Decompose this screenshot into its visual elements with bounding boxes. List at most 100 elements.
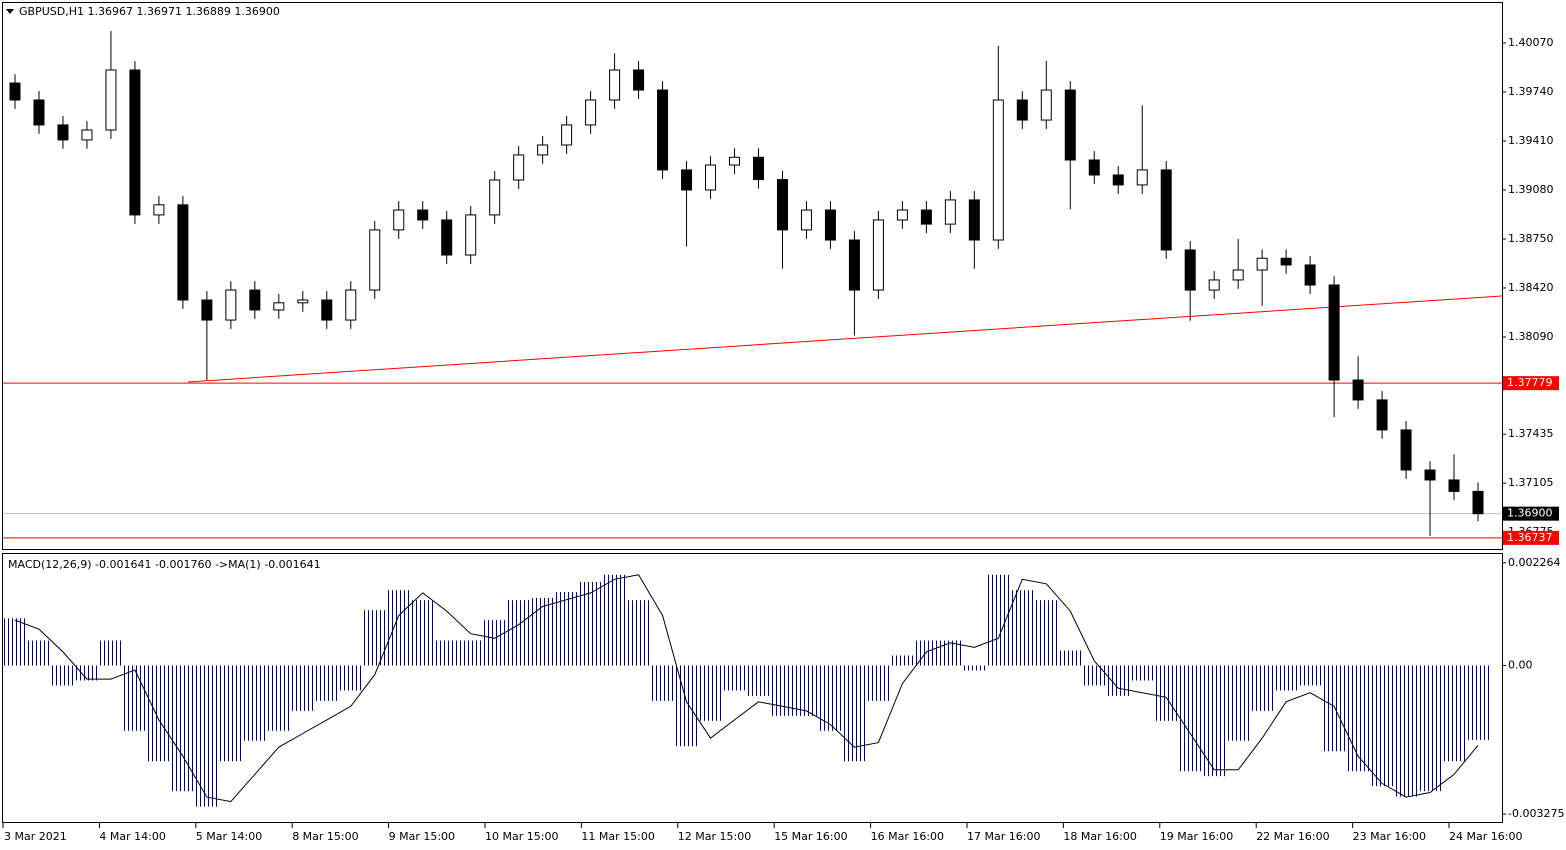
candle-body [1040, 89, 1052, 121]
candle-body [441, 219, 453, 256]
x-tick-label: 15 Mar 16:00 [774, 830, 847, 843]
macd-bar [1202, 665, 1227, 777]
horizontal-line-box [1503, 376, 1559, 391]
macd-bar [794, 665, 819, 716]
candle-body [705, 164, 717, 191]
candle-body [273, 302, 285, 311]
candle-body [944, 199, 956, 225]
macd-bar [626, 600, 651, 666]
macd-bar [698, 665, 723, 721]
candle-body [1304, 264, 1316, 286]
macd-bar [1010, 590, 1035, 666]
candle-body [105, 69, 117, 131]
candle-body [1328, 284, 1340, 381]
y-tick-label: 1.39410 [1508, 134, 1554, 147]
macd-bar [3, 618, 27, 666]
y-tick-label: 1.38090 [1508, 330, 1554, 343]
macd-bar [674, 665, 699, 747]
x-tick-label: 4 Mar 14:00 [99, 830, 165, 843]
candle-body [225, 289, 237, 321]
macd-bar [842, 665, 867, 762]
candle-body [57, 124, 69, 141]
macd-bar [1466, 665, 1490, 740]
candle-body [1232, 269, 1244, 281]
macd-bar [386, 590, 411, 666]
candle-body [1448, 479, 1460, 492]
candle-body [848, 239, 860, 291]
macd-bar [554, 592, 579, 666]
macd-bar [1442, 665, 1467, 762]
macd-bar [1130, 665, 1155, 681]
candle-body [489, 179, 501, 216]
macd-bar [482, 620, 507, 666]
candle-body [609, 69, 621, 101]
candle-body [369, 229, 381, 291]
macd-bar [314, 665, 339, 701]
macd-bar [1058, 650, 1083, 666]
candle-body [776, 179, 788, 231]
candle-body [1016, 99, 1028, 121]
x-tick-label: 10 Mar 15:00 [485, 830, 558, 843]
candle-body [1160, 169, 1172, 251]
candle-body [153, 204, 165, 216]
macd-bar [530, 597, 555, 666]
macd-bar [722, 665, 747, 691]
y-tick-label: 1.39080 [1508, 183, 1554, 196]
y-tick-label: 1.38750 [1508, 232, 1554, 245]
candle-body [249, 289, 261, 311]
macd-bar [1082, 665, 1107, 686]
macd-bar [242, 665, 267, 741]
x-tick-label: 17 Mar 16:00 [967, 830, 1040, 843]
x-tick-label: 8 Mar 15:00 [292, 830, 358, 843]
macd-bar [602, 574, 627, 666]
macd-bar [1178, 665, 1203, 772]
candle-body [1112, 174, 1124, 186]
macd-bar [146, 665, 171, 762]
macd-bar [650, 665, 675, 701]
x-tick-label: 19 Mar 16:00 [1160, 830, 1233, 843]
x-tick-label: 5 Mar 14:00 [196, 830, 262, 843]
candle-body [1184, 249, 1196, 291]
candle-body [129, 69, 141, 216]
candle-body [1256, 257, 1268, 271]
y-tick-label: 1.37105 [1508, 476, 1554, 489]
menu-arrow[interactable] [6, 9, 14, 14]
candle-body [657, 89, 669, 171]
x-tick-label: 23 Mar 16:00 [1353, 830, 1426, 843]
macd-bar [1106, 665, 1131, 696]
macd-bar [362, 610, 387, 666]
macd-title: MACD(12,26,9) -0.001641 -0.001760 ->MA(1… [8, 558, 321, 571]
macd-bar [1418, 665, 1443, 792]
y-tick-label: 1.39740 [1508, 85, 1554, 98]
macd-bar [1226, 665, 1251, 741]
candle-body [920, 209, 932, 225]
macd-panel [2, 553, 1503, 823]
macd-bar [170, 665, 195, 792]
x-tick-label: 16 Mar 16:00 [871, 830, 944, 843]
signal-line [14, 574, 1479, 803]
candle-body [585, 99, 597, 126]
candle-body [1280, 257, 1292, 266]
x-tick-label: 3 Mar 2021 [4, 830, 67, 843]
candle-body [33, 99, 45, 126]
candle-body [968, 199, 980, 241]
macd-bar [410, 600, 435, 666]
candle-body [1472, 490, 1484, 515]
candle-body [345, 289, 357, 321]
horizontal-line-label: 1.37779 [1507, 376, 1553, 389]
macd-bar [98, 640, 123, 666]
candle-body [729, 156, 741, 166]
y-tick-label: 0.00 [1508, 658, 1533, 671]
candle-body [1424, 469, 1436, 481]
y-tick-label: 1.37435 [1508, 427, 1554, 440]
candle-body [633, 69, 645, 91]
candle-body [417, 209, 429, 221]
price-panel [2, 2, 1503, 550]
y-tick-label: 1.38420 [1508, 281, 1554, 294]
macd-bar [194, 665, 219, 807]
macd-bar [1154, 665, 1179, 721]
candle-body [1400, 429, 1412, 471]
macd-bar [1274, 665, 1299, 691]
candle-body [561, 124, 573, 146]
